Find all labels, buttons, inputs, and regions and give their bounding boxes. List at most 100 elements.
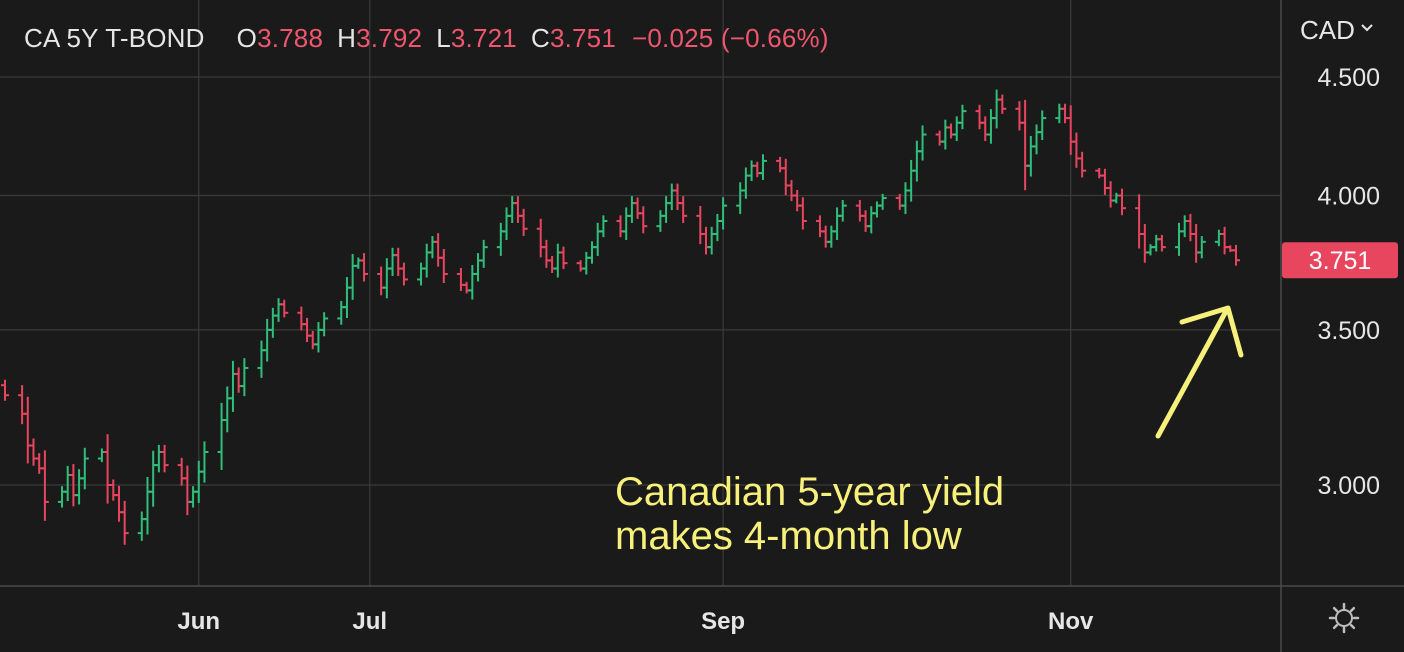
x-tick-label: Sep — [701, 608, 745, 635]
ohlc-bar — [821, 225, 830, 248]
ohlc-bar — [576, 260, 585, 272]
ohlc-bar — [399, 262, 408, 286]
open-value: 3.788 — [257, 22, 324, 53]
ohlc-bar — [97, 448, 106, 463]
close-value: 3.751 — [549, 22, 617, 53]
ohlc-bar — [793, 190, 802, 212]
ohlc-bar — [958, 104, 967, 130]
chart-annotation: Canadian 5-year yield makes 4-month low — [615, 470, 1004, 558]
ohlc-bar — [109, 479, 118, 501]
ohlc-bar — [1112, 192, 1121, 204]
ohlc-bar — [1015, 101, 1024, 131]
ohlc-bar — [696, 206, 705, 245]
ohlc-bar — [548, 256, 557, 274]
ohlc-bar — [1197, 236, 1206, 259]
ohlc-bar — [776, 156, 785, 173]
ohlc-bar — [114, 485, 123, 522]
ohlc-bar — [861, 210, 870, 232]
ohlc-bar — [508, 196, 517, 223]
symbol-name[interactable]: CA 5Y T-BOND — [24, 22, 205, 53]
ohlc-bar — [75, 469, 84, 505]
ohlc-bar — [160, 444, 169, 473]
ohlc-bar — [57, 486, 66, 508]
ohlc-bar — [314, 322, 323, 353]
ohlc-bar — [1072, 132, 1081, 168]
gear-icon — [1328, 602, 1360, 639]
ohlc-bar — [872, 201, 881, 218]
ohlc-bar — [29, 438, 38, 466]
ohlc-bar — [228, 360, 237, 412]
ohlc-bar — [855, 200, 864, 222]
ohlc-bar — [513, 196, 522, 223]
ohlc-bar — [377, 266, 386, 296]
ohlc-bar — [667, 183, 676, 211]
ohlc-bar — [308, 330, 317, 350]
ohlc-bar — [542, 239, 551, 268]
ohlc-bar — [1061, 103, 1070, 124]
ohlc-bar — [348, 254, 357, 300]
ohlc-bar — [1146, 244, 1155, 256]
ohlc-bar — [1, 379, 9, 401]
ohlc-bar — [895, 193, 904, 210]
ohlc-bar — [639, 206, 648, 234]
ohlc-bar — [342, 277, 351, 319]
ohlc-bar — [422, 243, 431, 278]
ohlc-bar — [719, 197, 728, 230]
ohlc-bar — [149, 450, 158, 507]
annotation-line-1: Canadian 5-year yield — [615, 470, 1005, 514]
ohlc-bar — [736, 182, 745, 215]
y-tick-label: 3.000 — [1317, 472, 1380, 500]
ohlc-bar — [177, 457, 186, 486]
ohlc-bar — [456, 268, 465, 291]
ohlc-bar — [747, 160, 756, 182]
ohlc-bar — [143, 476, 152, 535]
x-tick-label: Jun — [177, 608, 220, 635]
ohlc-bar — [981, 116, 990, 142]
ohlc-bar — [753, 161, 762, 178]
open-label: O — [236, 22, 258, 53]
ohlc-bar — [496, 222, 505, 256]
ohlc-legend: CA 5Y T-BOND O 3.788 H 3.792 L 3.721 C 3… — [24, 20, 829, 56]
y-tick-label: 4.500 — [1317, 64, 1380, 92]
ohlc-bar — [833, 207, 842, 241]
ohlc-bar — [388, 247, 397, 277]
ohlc-bar — [588, 241, 597, 264]
ohlc-bar — [337, 300, 346, 325]
ohlc-bar — [1214, 229, 1223, 247]
ohlc-bar — [901, 182, 910, 215]
ohlc-bar — [1232, 244, 1240, 266]
ohlc-bar — [947, 123, 956, 139]
ohlc-bar — [1100, 168, 1109, 195]
ohlc-bar — [1220, 226, 1229, 255]
ohlc-bar — [1186, 213, 1195, 242]
ohlc-bar — [474, 253, 483, 282]
currency-label: CAD — [1300, 14, 1355, 45]
ohlc-bar — [80, 447, 89, 490]
chevron-down-icon — [1361, 19, 1373, 37]
ohlc-bar — [1055, 103, 1064, 124]
x-tick-label: Jul — [352, 608, 387, 635]
ohlc-bar — [240, 358, 249, 397]
ohlc-bar — [234, 367, 243, 393]
ohlc-bar — [479, 239, 488, 268]
ohlc-bar — [992, 89, 1001, 129]
ohlc-bar — [707, 226, 716, 255]
ohlc-bar — [189, 486, 198, 508]
ohlc-bar — [23, 396, 32, 464]
ohlc-bar — [1135, 194, 1144, 249]
settings-button[interactable] — [1326, 602, 1362, 638]
ohlc-bar — [559, 246, 568, 270]
ohlc-bar — [382, 258, 391, 299]
ohlc-bar — [701, 226, 710, 255]
ohlc-bar — [935, 130, 944, 146]
ohlc-bar — [217, 402, 226, 471]
ohlc-bar — [1066, 105, 1075, 155]
ohlc-bar — [867, 206, 876, 234]
ohlc-bar — [679, 196, 688, 223]
ohlc-bar — [468, 265, 477, 300]
ohlc-bar — [354, 257, 363, 269]
ohlc-bar — [263, 318, 272, 362]
ohlc-bar — [1180, 215, 1189, 238]
currency-selector[interactable]: CAD — [1300, 14, 1373, 46]
